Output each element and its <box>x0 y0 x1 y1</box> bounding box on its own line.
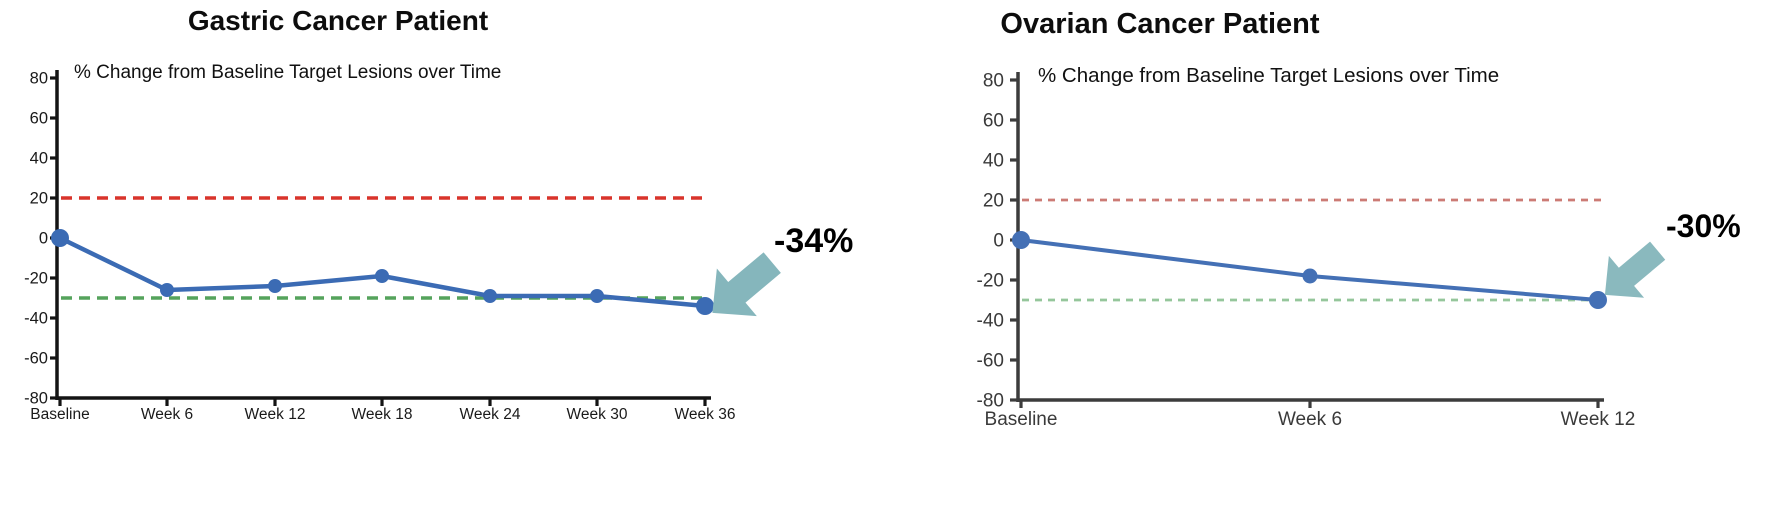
x-axis-tick-label: Baseline <box>985 409 1058 430</box>
data-point <box>696 297 714 315</box>
arrow-shape <box>712 252 781 317</box>
y-axis-tick-label: -40 <box>977 310 1004 331</box>
annotation-ovarian-value: -30% <box>1666 208 1741 244</box>
y-axis-tick-label: 80 <box>983 70 1004 91</box>
x-axis-tick-label: Week 12 <box>1561 409 1636 430</box>
chart-subtitle-gastric: % Change from Baseline Target Lesions ov… <box>74 62 502 83</box>
data-point <box>51 229 69 247</box>
y-axis-tick-label: 20 <box>983 190 1004 211</box>
y-axis-tick-label: 60 <box>30 110 48 128</box>
y-axis-tick-label: 20 <box>30 190 48 208</box>
x-axis-tick-label: Week 6 <box>1278 409 1342 430</box>
y-axis-tick-label: -60 <box>977 350 1004 371</box>
y-axis-tick-label: -20 <box>977 270 1004 291</box>
y-axis-tick-label: -40 <box>24 310 48 328</box>
data-point <box>375 269 389 283</box>
y-axis-tick-label: 0 <box>993 230 1004 251</box>
data-point <box>1302 268 1318 284</box>
x-axis-tick-label: Week 18 <box>352 406 413 423</box>
y-axis-tick-label: 0 <box>39 230 48 248</box>
data-point <box>590 289 604 303</box>
chart-subtitle-ovarian: % Change from Baseline Target Lesions ov… <box>1038 64 1500 87</box>
thick-arrow-down-left-icon <box>1604 241 1666 298</box>
y-axis-tick-label: 80 <box>30 70 48 88</box>
data-point <box>483 289 497 303</box>
data-point <box>1589 291 1607 309</box>
chart-title-gastric: Gastric Cancer Patient <box>187 5 489 36</box>
x-axis-tick-label: Week 30 <box>567 406 628 423</box>
y-axis-tick-label: -60 <box>24 350 48 368</box>
y-axis-tick-label: 60 <box>983 110 1004 131</box>
x-axis-tick-label: Week 6 <box>141 406 193 423</box>
thick-arrow-down-left-icon <box>712 252 781 317</box>
chart-title-ovarian: Ovarian Cancer Patient <box>1000 8 1320 40</box>
data-point <box>268 279 282 293</box>
arrow-shape <box>1604 241 1666 298</box>
x-axis-tick-label: Week 36 <box>675 406 736 423</box>
y-axis-tick-label: -80 <box>977 390 1004 411</box>
y-axis-tick-label: 40 <box>983 150 1004 171</box>
x-axis-tick-label: Week 24 <box>460 406 521 423</box>
x-axis-tick-label: Baseline <box>30 406 89 423</box>
y-axis-tick-label: -80 <box>24 390 48 408</box>
y-axis-tick-label: 40 <box>30 150 48 168</box>
x-axis-tick-label: Week 12 <box>245 406 306 423</box>
data-point <box>160 283 174 297</box>
y-axis-tick-label: -20 <box>24 270 48 288</box>
data-point <box>1012 231 1030 249</box>
annotation-gastric-value: -34% <box>774 222 854 260</box>
